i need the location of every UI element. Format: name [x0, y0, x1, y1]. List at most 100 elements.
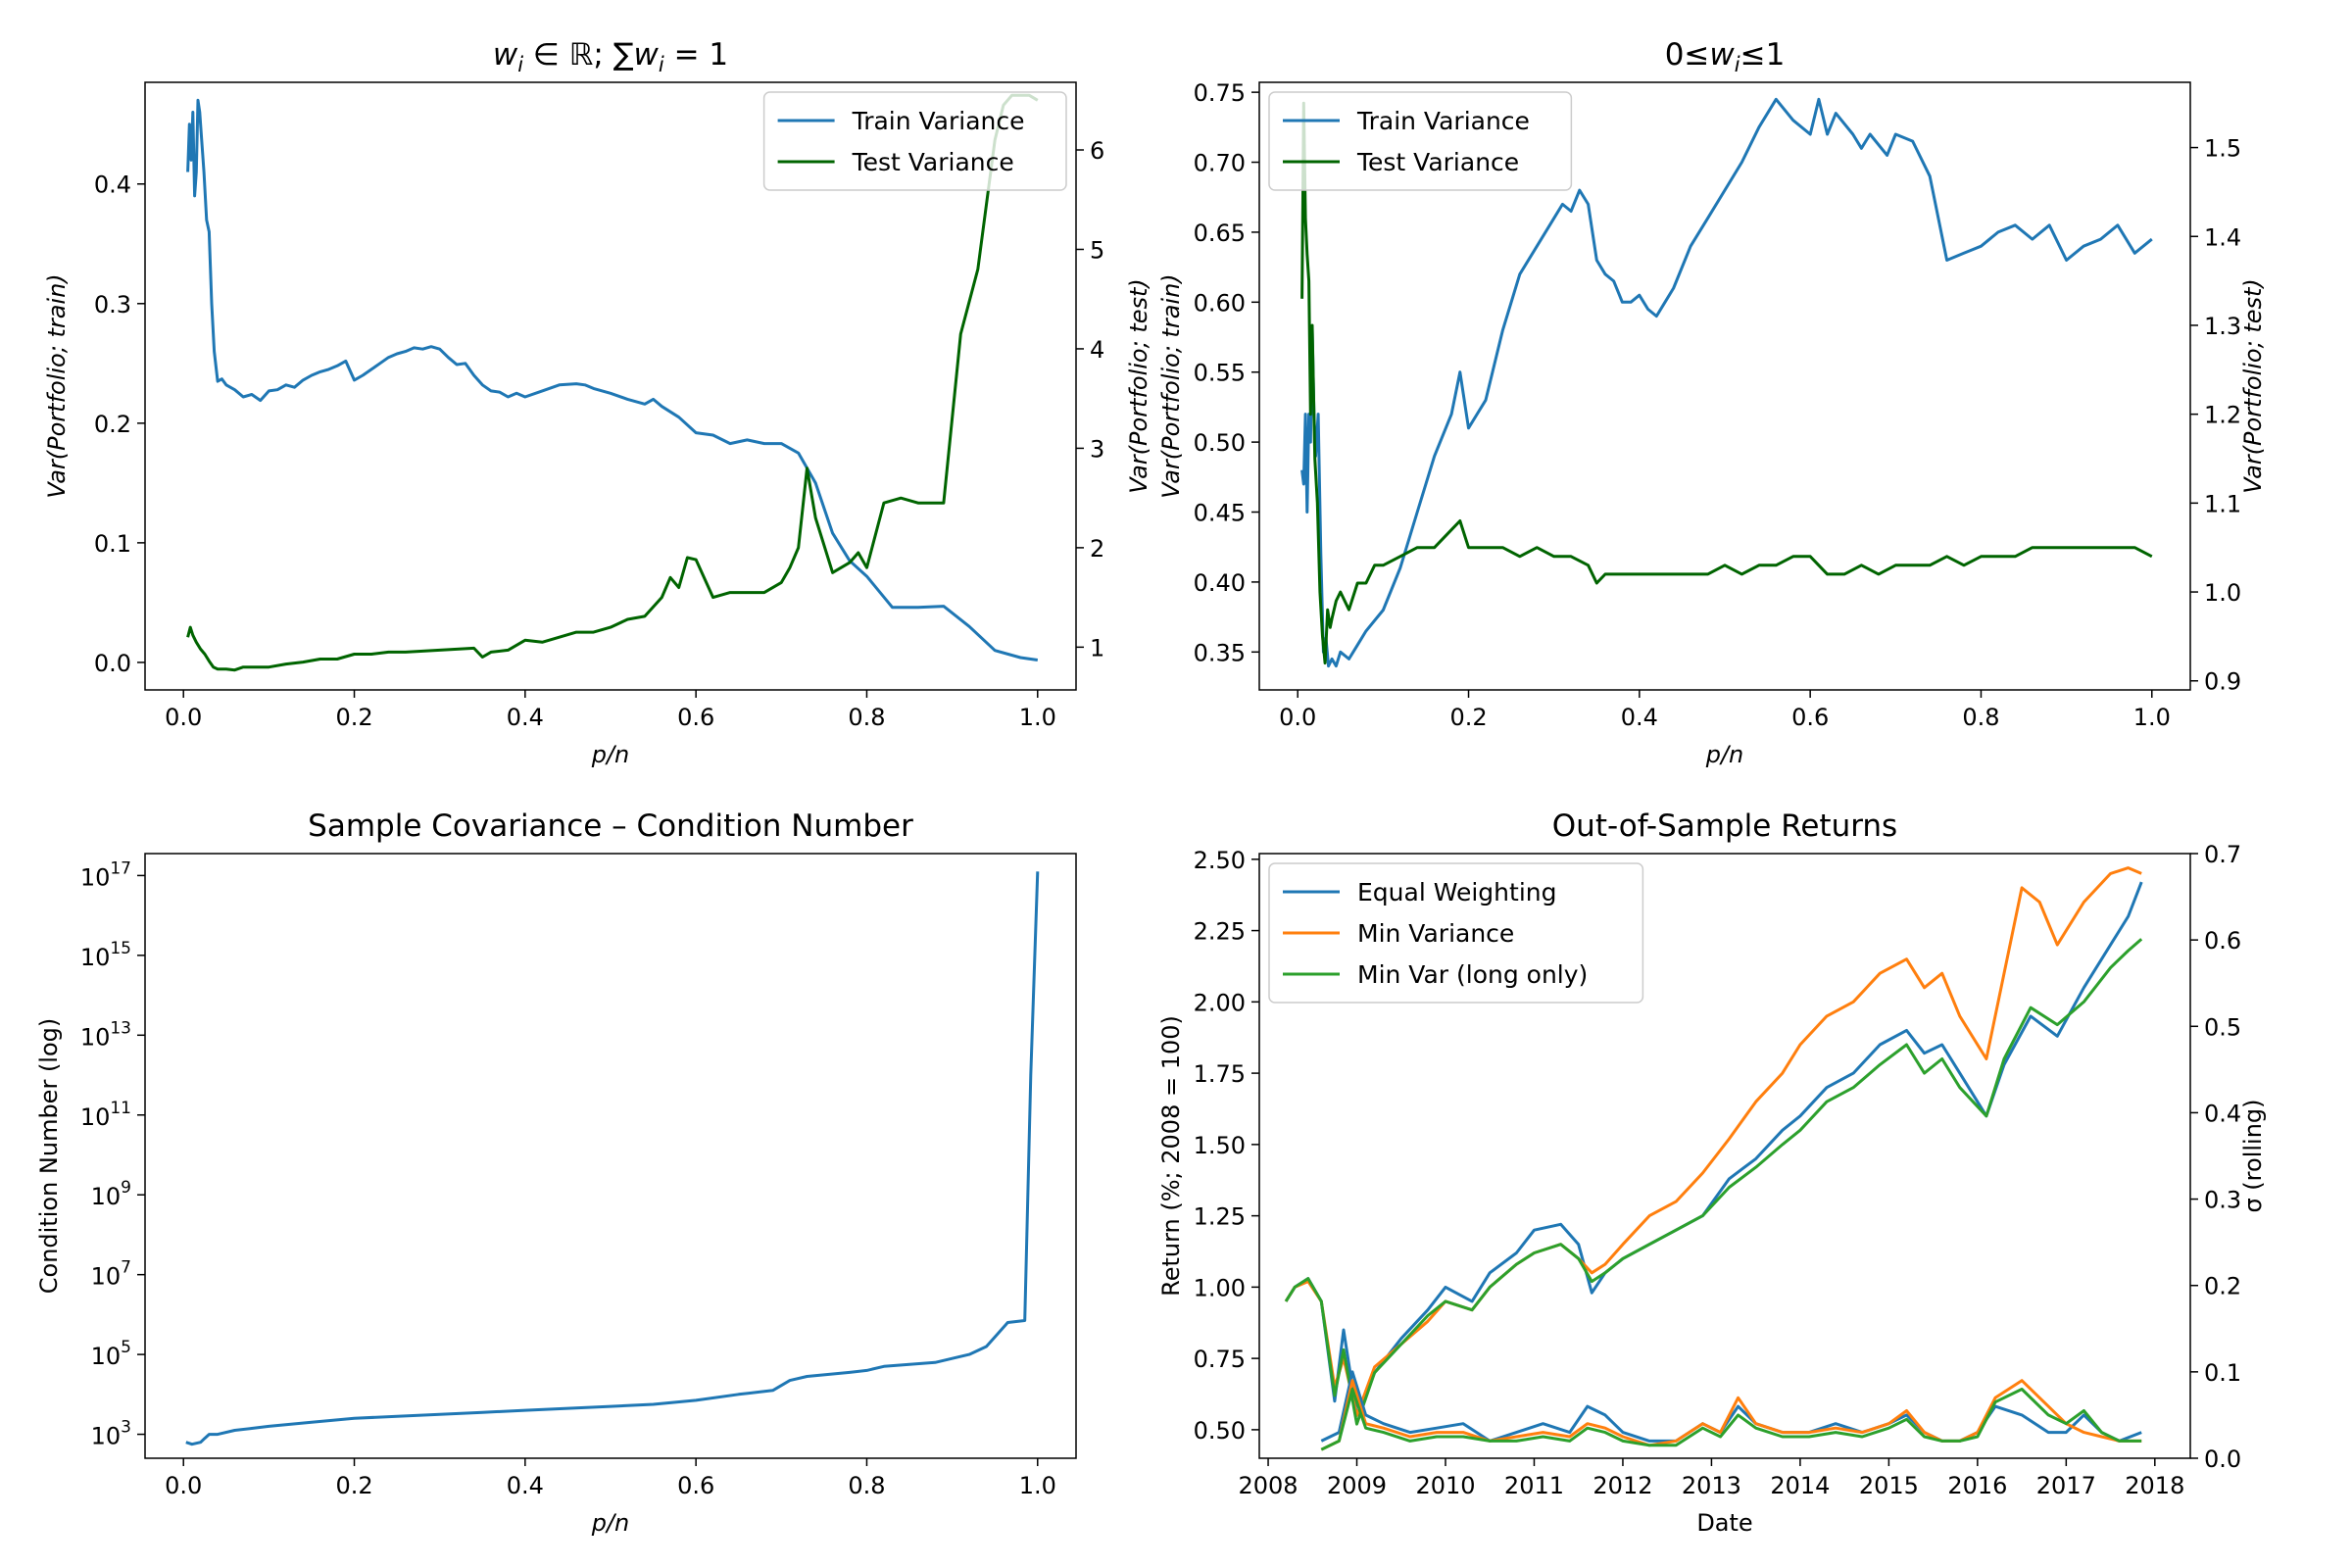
y2-tick-label: 1: [1090, 634, 1104, 662]
x-tick-label: 2018: [2125, 1472, 2184, 1499]
y-tick-label: 0.75: [1194, 1346, 1246, 1373]
x-tick-label: 2012: [1592, 1472, 1652, 1499]
legend-box: [762, 91, 1067, 191]
series-group: [1300, 97, 2153, 668]
y2-axis-label: Var(Portfolio; test): [2239, 278, 2267, 494]
axes-frame: [144, 81, 1077, 691]
y-tick-label: 1.75: [1194, 1060, 1246, 1088]
series-group: [185, 871, 1040, 1446]
x-axis-label: p/n: [591, 1509, 630, 1537]
x-tick-label: 1.0: [1019, 1472, 1056, 1499]
y-axis-label: Condition Number (log): [35, 1018, 63, 1295]
y-tick-label: 0.2: [94, 411, 131, 438]
y-tick-label: 0.35: [1194, 639, 1246, 666]
x-tick-label: 0.2: [335, 704, 372, 731]
y-tick-label: 0.40: [1194, 569, 1246, 597]
y2-tick-label: 1.5: [2204, 135, 2241, 163]
y-tick-exponent: 13: [110, 1018, 131, 1038]
y-tick-label: 1.00: [1194, 1274, 1246, 1301]
y-tick-label: 0.4: [94, 172, 131, 199]
legend: Train Variance Test Variance: [1268, 91, 1573, 191]
series-group: [1284, 866, 2143, 1451]
x-tick-label: 0.8: [848, 1472, 885, 1499]
series-group: [186, 93, 1039, 672]
y-tick-label: 2.00: [1194, 989, 1246, 1016]
x-tick-label: 0.8: [848, 704, 885, 731]
y-tick-label: 0.50: [1194, 1417, 1246, 1445]
legend-label: Test Variance: [852, 148, 1014, 176]
y2-tick-label: 0.3: [2204, 1187, 2241, 1214]
y-tick-label: 107: [91, 1258, 131, 1291]
x-tick-label: 2015: [1859, 1472, 1919, 1499]
series-line-5: [1320, 1388, 2142, 1451]
y-tick-label: 1013: [80, 1018, 131, 1051]
y2-tick-label: 5: [1090, 236, 1104, 264]
y-tick-label: 0.60: [1194, 289, 1246, 317]
y-tick-label: 1.50: [1194, 1132, 1246, 1159]
title-subscript: i: [517, 53, 523, 76]
x-tick-label: 0.6: [677, 1472, 714, 1499]
chart-title: wi ∈ ℝ; ∑wi = 1: [493, 37, 728, 76]
y2-tick-label: 1.4: [2204, 223, 2241, 251]
legend: Equal Weighting Min Variance Min Var (long…: [1268, 862, 1644, 1004]
legend-label: Train Variance: [852, 107, 1025, 135]
y2-tick-label: 0.4: [2204, 1100, 2241, 1127]
title-text: ≤1: [1740, 37, 1786, 73]
y-tick-exponent: 15: [110, 939, 131, 958]
axes-frame: [1258, 853, 2191, 1459]
series-line-3: [1320, 1370, 2142, 1443]
y-axis-label: Var(Portfolio; train): [1157, 273, 1185, 498]
x-tick-label: 2008: [1239, 1472, 1298, 1499]
y2-tick-label: 0.2: [2204, 1273, 2241, 1300]
x-tick-label: 1.0: [2133, 704, 2171, 731]
x-tick-label: 2014: [1770, 1472, 1830, 1499]
x-tick-label: 0.6: [677, 704, 714, 731]
legend-label: Test Variance: [1356, 148, 1519, 176]
y-tick-exponent: 17: [110, 858, 131, 878]
y-tick-base: 10: [91, 1343, 122, 1370]
axes-frame: [144, 853, 1077, 1459]
panel-variance-long-only: 0.0 0.2 0.4 0.6 0.8 1.0 0.35 0.40 0.45 0.50 0.55 0.…: [1157, 37, 2267, 768]
y-tick-label: 0.3: [94, 291, 131, 318]
y-tick-base: 10: [80, 944, 111, 971]
y-tick-label: 0.45: [1194, 500, 1246, 527]
y2-tick-label: 1.3: [2204, 313, 2241, 340]
x-tick-label: 0.6: [1791, 704, 1829, 731]
y-tick-label: 0.1: [94, 530, 131, 558]
legend-label: Train Variance: [1356, 107, 1530, 135]
x-tick-label: 2009: [1327, 1472, 1387, 1499]
y-tick-label: 109: [91, 1178, 131, 1210]
y-tick-label: 0.55: [1194, 360, 1246, 387]
y-tick-label: 103: [91, 1418, 131, 1450]
y-tick-label: 2.25: [1194, 918, 1246, 946]
x-tick-label: 1.0: [1019, 704, 1056, 731]
y-tick-label: 1017: [80, 858, 131, 891]
x-tick-label: 2016: [1947, 1472, 2007, 1499]
series-line-0: [185, 871, 1040, 1446]
x-axis-label: Date: [1696, 1509, 1752, 1537]
x-tick-label: 2011: [1504, 1472, 1564, 1499]
legend: Train Variance Test Variance: [762, 91, 1067, 191]
y2-tick-label: 0.6: [2204, 927, 2241, 955]
y-tick-base: 10: [91, 1183, 122, 1210]
title-text: ∈ ℝ; ∑: [523, 37, 634, 73]
y-tick-exponent: 11: [110, 1099, 131, 1118]
chart-title: Out-of-Sample Returns: [1552, 808, 1897, 844]
series-line-0: [1300, 97, 2153, 668]
y-tick-label: 0.0: [94, 650, 131, 677]
series-line-1: [1284, 866, 2142, 1417]
x-tick-label: 0.4: [507, 1472, 544, 1499]
x-tick-label: 0.8: [1962, 704, 1999, 731]
y-tick-label: 0.50: [1194, 429, 1246, 457]
y-tick-label: 0.65: [1194, 220, 1246, 247]
y2-tick-label: 4: [1090, 336, 1104, 364]
y2-tick-label: 0.7: [2204, 841, 2241, 868]
series-line-0: [186, 98, 1039, 662]
y-tick-label: 0.75: [1194, 79, 1246, 107]
series-line-1: [1300, 101, 2153, 665]
series-line-4: [1320, 1379, 2142, 1451]
x-tick-label: 0.2: [335, 1472, 372, 1499]
chart-title: Sample Covariance – Condition Number: [308, 808, 913, 844]
x-tick-label: 0.0: [165, 704, 202, 731]
